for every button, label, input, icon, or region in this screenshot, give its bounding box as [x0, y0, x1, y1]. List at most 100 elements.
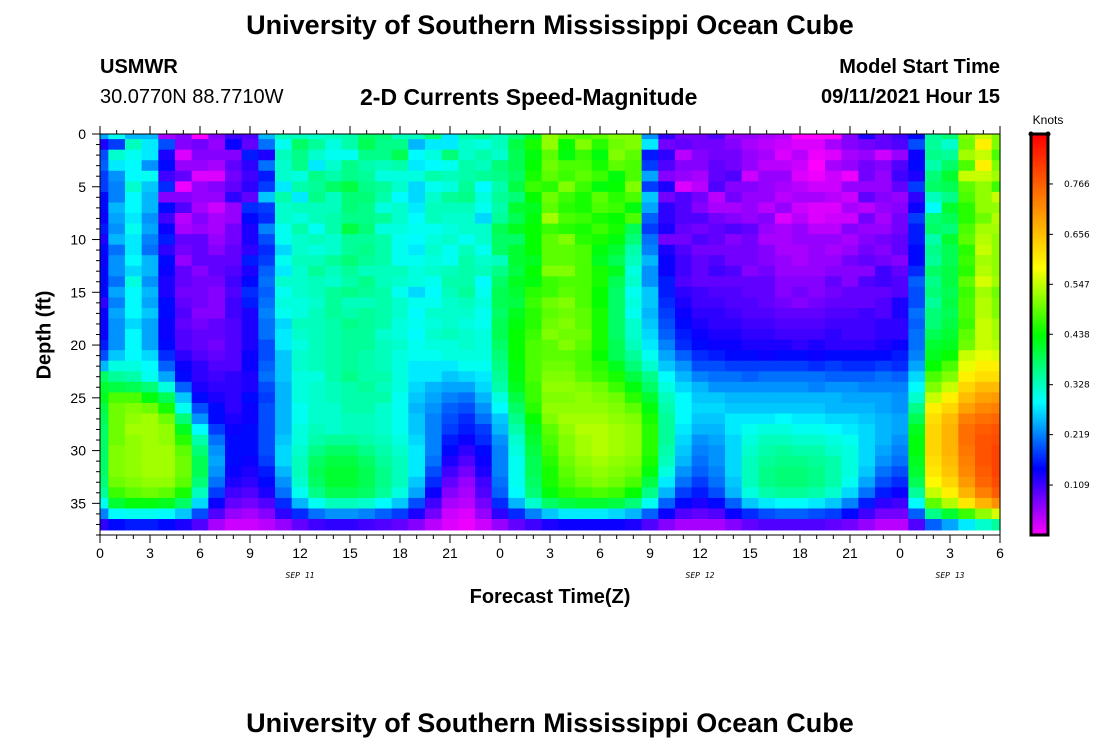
heatmap-cell	[691, 191, 709, 204]
colorbar-swatch	[1031, 288, 1048, 291]
heatmap-cell	[575, 149, 593, 162]
heatmap-cell	[841, 339, 859, 352]
heatmap-cell	[275, 476, 293, 489]
heatmap-cell	[841, 255, 859, 267]
heatmap-cell	[191, 297, 209, 309]
heatmap-cell	[825, 170, 843, 183]
heatmap-cell	[691, 413, 709, 425]
page-title: University of Southern Mississippi Ocean…	[246, 10, 854, 40]
heatmap-cell	[941, 497, 959, 510]
heatmap-cell	[691, 402, 709, 415]
heatmap-cell	[958, 508, 976, 520]
heatmap-cell	[641, 508, 659, 520]
heatmap-cell	[525, 329, 543, 341]
heatmap-cell	[791, 139, 809, 151]
heatmap-cell	[225, 381, 243, 394]
heatmap-cell	[775, 134, 793, 141]
heatmap-cell	[925, 497, 943, 510]
heatmap-cell	[441, 381, 459, 394]
heatmap-cell	[658, 339, 676, 352]
heatmap-cell	[358, 276, 376, 288]
heatmap-cell	[725, 329, 743, 341]
heatmap-cell	[375, 519, 393, 531]
heatmap-cell	[341, 286, 359, 299]
heatmap-cell	[441, 307, 459, 320]
heatmap-cell	[958, 497, 976, 510]
heatmap-cell	[341, 371, 359, 383]
heatmap-cell	[225, 213, 243, 225]
heatmap-cell	[225, 191, 243, 204]
heatmap-cell	[925, 476, 943, 489]
heatmap-cell	[491, 392, 509, 404]
heatmap-cell	[341, 255, 359, 267]
heatmap-cell	[358, 170, 376, 183]
heatmap-cell	[608, 181, 626, 193]
heatmap-cell	[441, 149, 459, 162]
heatmap-cell	[391, 371, 409, 383]
heatmap-cell	[308, 413, 326, 425]
heatmap-cell	[141, 223, 159, 235]
heatmap-cell	[558, 413, 576, 425]
colorbar-swatch	[1031, 300, 1048, 304]
heatmap-cell	[891, 276, 909, 288]
heatmap-cell	[675, 276, 693, 288]
colorbar-swatch	[1031, 320, 1048, 324]
heatmap-cell	[375, 286, 393, 299]
heatmap-cell	[491, 223, 509, 235]
heatmap-cell	[625, 424, 643, 436]
heatmap-cell	[725, 265, 743, 278]
heatmap-cell	[208, 181, 226, 193]
heatmap-cell	[608, 265, 626, 278]
heatmap-cell	[575, 223, 593, 235]
heatmap-cell	[758, 234, 776, 246]
heatmap-cell	[775, 445, 793, 457]
colorbar-swatch	[1031, 138, 1048, 141]
heatmap-cell	[458, 371, 476, 383]
heatmap-cell	[991, 381, 1001, 394]
heatmap-cell	[841, 160, 859, 172]
heatmap-cell	[808, 170, 826, 183]
heatmap-cell	[375, 339, 393, 352]
heatmap-cell	[241, 371, 259, 383]
heatmap-cell	[358, 455, 376, 468]
heatmap-cell	[825, 445, 843, 457]
heatmap-cell	[558, 213, 576, 225]
heatmap-cell	[225, 181, 243, 193]
heatmap-cell	[841, 445, 859, 457]
heatmap-cell	[358, 139, 376, 151]
heatmap-cell	[425, 139, 443, 151]
colorbar-swatch	[1031, 506, 1048, 510]
colorbar-swatch	[1031, 206, 1048, 209]
heatmap-cell	[158, 381, 176, 394]
heatmap-cell	[608, 497, 626, 510]
heatmap-cell	[925, 466, 943, 478]
heatmap-cell	[891, 202, 909, 214]
heatmap-cell	[208, 445, 226, 457]
heatmap-cell	[625, 434, 643, 447]
heatmap-cell	[341, 497, 359, 510]
colorbar-swatch	[1031, 484, 1048, 488]
heatmap-cell	[941, 149, 959, 162]
heatmap-cell	[858, 276, 876, 288]
heatmap-cell	[691, 392, 709, 404]
heatmap-cell	[108, 339, 126, 352]
heatmap-cell	[125, 455, 143, 468]
heatmap-cell	[241, 413, 259, 425]
heatmap-cell	[375, 413, 393, 425]
heatmap-cell	[841, 234, 859, 246]
heatmap-cell	[191, 455, 209, 468]
heatmap-cell	[375, 134, 393, 141]
heatmap-cell	[408, 497, 426, 510]
heatmap-cell	[458, 160, 476, 172]
heatmap-cell	[741, 371, 759, 383]
heatmap-cell	[358, 318, 376, 330]
heatmap-cell	[425, 402, 443, 415]
heatmap-cell	[841, 487, 859, 499]
colorbar-swatch	[1031, 258, 1048, 261]
heatmap-cell	[691, 307, 709, 320]
heatmap-cell	[758, 392, 776, 404]
heatmap-cell	[925, 329, 943, 341]
heatmap-cell	[241, 223, 259, 235]
heatmap-cell	[291, 508, 309, 520]
heatmap-cell	[641, 191, 659, 204]
